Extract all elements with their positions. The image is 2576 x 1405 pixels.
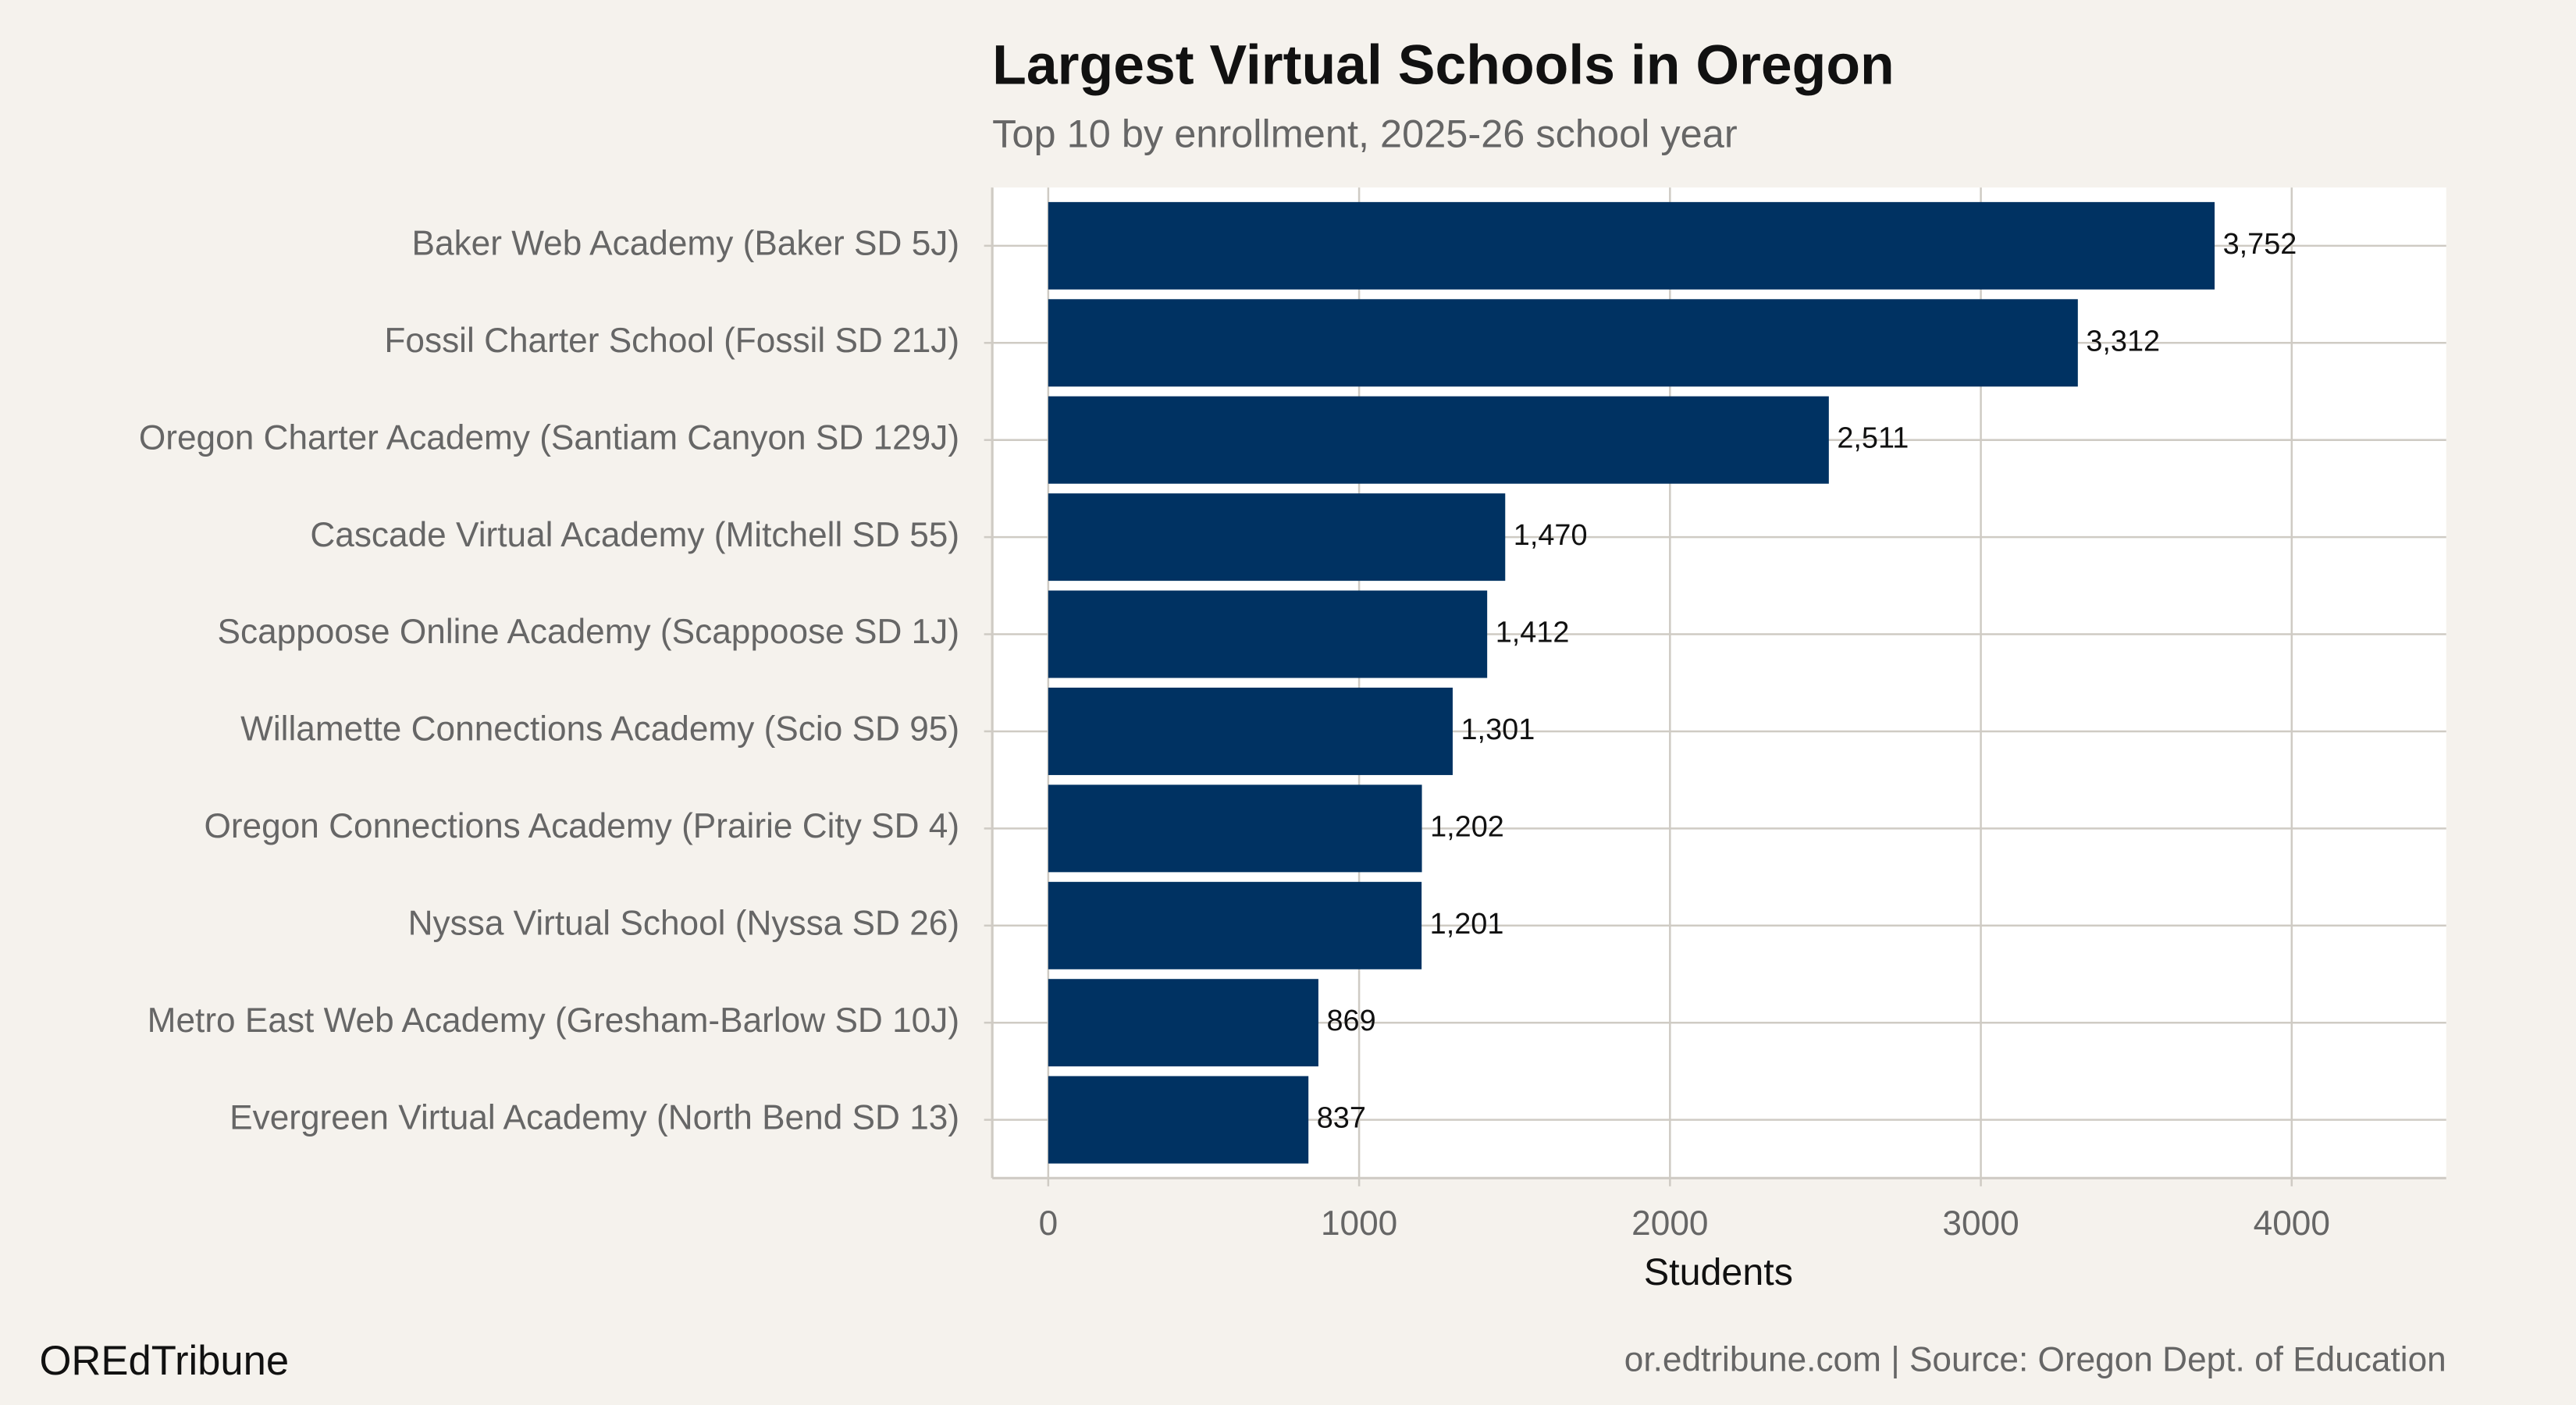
bar bbox=[1048, 201, 2215, 290]
chart-title: Largest Virtual Schools in Oregon bbox=[992, 34, 1895, 97]
y-tick-label: Nyssa Virtual School (Nyssa SD 26) bbox=[408, 904, 959, 942]
x-tick-label: 2000 bbox=[1631, 1204, 1708, 1243]
value-label: 1,301 bbox=[1461, 713, 1535, 746]
bar bbox=[1048, 1076, 1309, 1164]
y-tick-label: Scappoose Online Academy (Scappoose SD 1… bbox=[218, 613, 960, 651]
x-tick-label: 3000 bbox=[1942, 1204, 2019, 1243]
bar bbox=[1048, 299, 2078, 387]
value-label: 2,511 bbox=[1837, 422, 1909, 455]
x-tick-label: 1000 bbox=[1321, 1204, 1397, 1243]
y-tick-label: Metro East Web Academy (Gresham-Barlow S… bbox=[148, 1001, 959, 1040]
y-tick-label: Cascade Virtual Academy (Mitchell SD 55) bbox=[310, 516, 959, 554]
x-axis-title: Students bbox=[1644, 1251, 1793, 1293]
source-note: or.edtribune.com | Source: Oregon Dept. … bbox=[1624, 1341, 2446, 1379]
value-label: 837 bbox=[1317, 1102, 1366, 1135]
chart-subtitle: Top 10 by enrollment, 2025-26 school yea… bbox=[992, 111, 1737, 155]
x-tick-label: 4000 bbox=[2254, 1204, 2330, 1243]
value-label: 3,752 bbox=[2223, 228, 2297, 261]
value-label: 1,412 bbox=[1496, 617, 1570, 649]
y-tick-label: Oregon Connections Academy (Prairie City… bbox=[204, 807, 959, 845]
bar bbox=[1048, 687, 1453, 775]
bar bbox=[1048, 493, 1506, 582]
bar bbox=[1048, 881, 1422, 969]
credit: OREdTribune bbox=[40, 1338, 290, 1384]
value-label: 869 bbox=[1326, 1005, 1375, 1037]
bar bbox=[1048, 590, 1488, 678]
y-tick-label: Oregon Charter Academy (Santiam Canyon S… bbox=[139, 418, 959, 457]
y-tick-label: Evergreen Virtual Academy (North Bend SD… bbox=[229, 1098, 959, 1136]
value-label: 1,202 bbox=[1430, 810, 1504, 843]
bar bbox=[1048, 979, 1318, 1067]
value-label: 1,470 bbox=[1514, 519, 1588, 552]
bar bbox=[1048, 784, 1422, 873]
value-label: 3,312 bbox=[2086, 325, 2160, 357]
x-tick-label: 0 bbox=[1039, 1204, 1059, 1243]
y-tick-label: Fossil Charter School (Fossil SD 21J) bbox=[384, 322, 959, 360]
bar bbox=[1048, 396, 1829, 484]
y-tick-label: Baker Web Academy (Baker SD 5J) bbox=[412, 225, 960, 263]
y-tick-label: Willamette Connections Academy (Scio SD … bbox=[240, 710, 959, 749]
value-label: 1,201 bbox=[1430, 908, 1504, 941]
